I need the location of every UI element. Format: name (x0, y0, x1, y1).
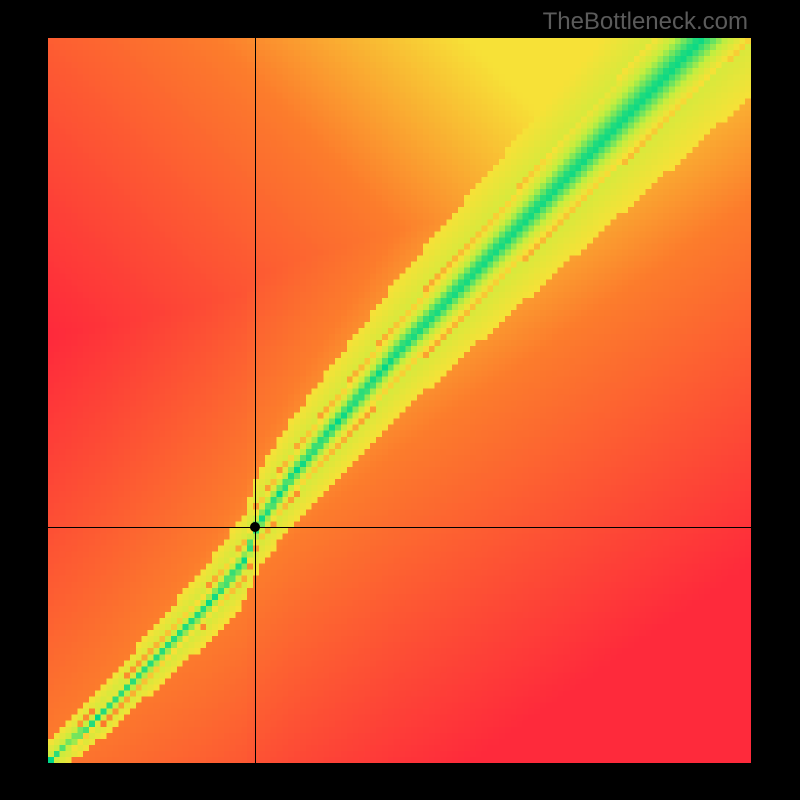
bottleneck-heatmap (48, 38, 751, 763)
chart-container: TheBottleneck.com (0, 0, 800, 800)
crosshair-horizontal (48, 527, 751, 528)
watermark-text: TheBottleneck.com (543, 8, 748, 36)
crosshair-vertical (255, 38, 256, 763)
